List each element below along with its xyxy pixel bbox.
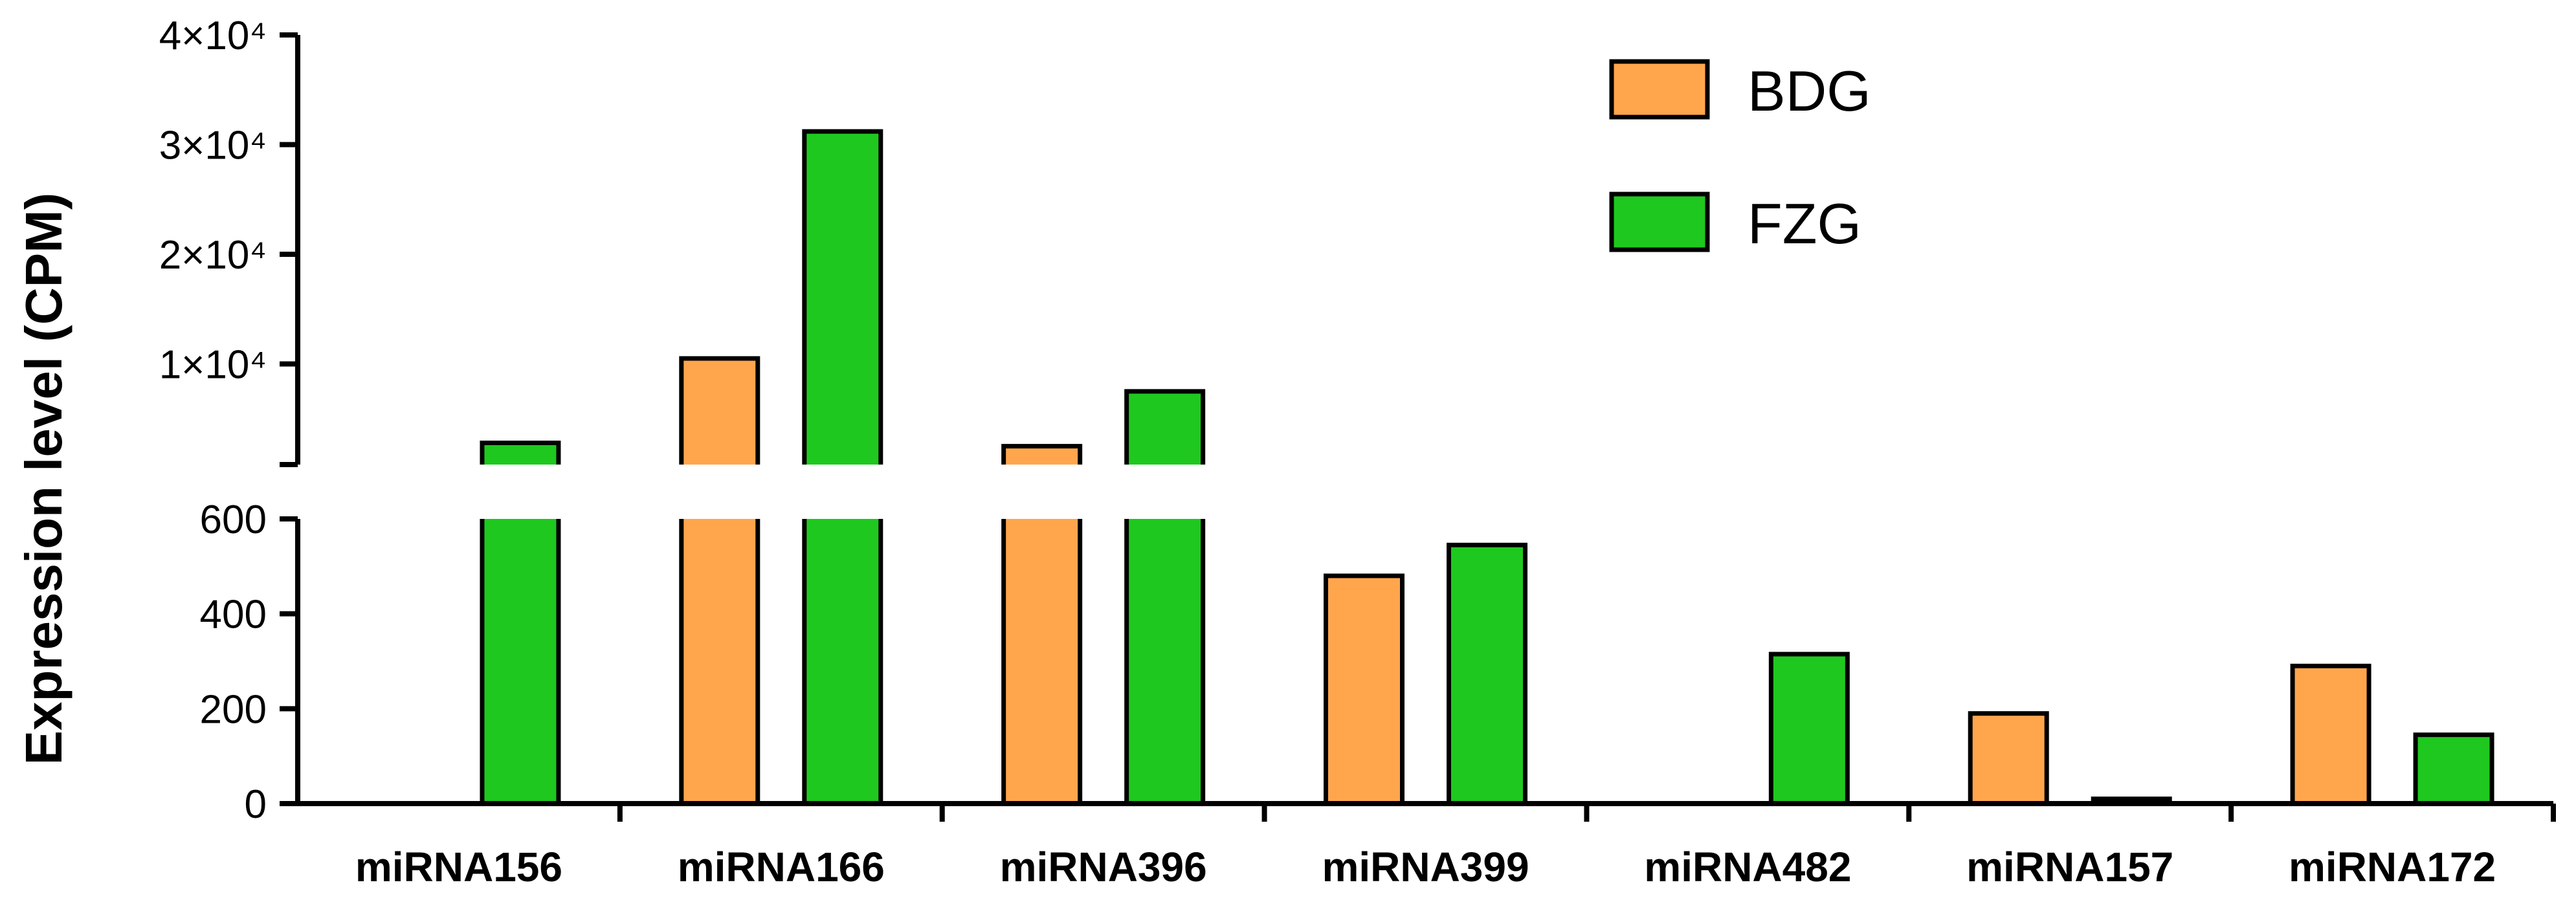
bar-bdg-mirna166 [679, 356, 761, 806]
bars-layer [480, 129, 2494, 806]
y-tick-label-10000: 1×10⁴ [159, 343, 267, 388]
y-axis-title: Expression level (CPM) [15, 193, 72, 765]
y-tick-label-20000: 2×10⁴ [159, 233, 267, 278]
x-tick-label-mirna156: miRNA156 [355, 844, 562, 890]
y-tick-label-400: 400 [200, 593, 267, 637]
x-tick-label-mirna396: miRNA396 [1000, 844, 1207, 890]
y-tick-label-200: 200 [200, 687, 267, 732]
y-tick-label-0: 0 [245, 782, 267, 827]
labels-layer: 0 200 400 600 1×10⁴ 2×10⁴ 3×10⁴ 4×10⁴ miRNA156 mi… [159, 14, 2496, 890]
legend-label-bdg: BDG [1748, 59, 1871, 123]
axes-layer [280, 32, 2556, 822]
x-tick-label-mirna166: miRNA166 [678, 844, 885, 890]
bar-bdg-mirna172 [2290, 663, 2371, 806]
x-tick-label-mirna399: miRNA399 [1322, 844, 1529, 890]
bar-fzg-mirna172 [2413, 732, 2494, 806]
y-tick-label-30000: 3×10⁴ [159, 124, 267, 168]
legend-label-fzg: FZG [1748, 192, 1861, 256]
x-tick-label-mirna172: miRNA172 [2289, 844, 2496, 890]
x-tick-label-mirna157: miRNA157 [1966, 844, 2173, 890]
bar-bdg-mirna396 [1001, 444, 1083, 806]
bar-bdg-mirna157 [1968, 711, 2049, 806]
bar-fzg-mirna166 [802, 129, 883, 806]
legend-swatch-fzg [1609, 192, 1710, 252]
bar-fzg-mirna399 [1447, 542, 1527, 806]
legend-swatch-bdg [1609, 59, 1710, 120]
x-tick-label-mirna482: miRNA482 [1644, 844, 1851, 890]
bar-fzg-mirna482 [1768, 652, 1850, 806]
y-tick-label-40000: 4×10⁴ [159, 14, 267, 58]
y-tick-label-600: 600 [200, 498, 267, 542]
bar-bdg-mirna399 [1324, 573, 1405, 806]
bar-fzg-mirna396 [1124, 389, 1206, 806]
bar-fzg-mirna156 [480, 441, 561, 806]
legend: BDG FZG [1609, 59, 1871, 256]
